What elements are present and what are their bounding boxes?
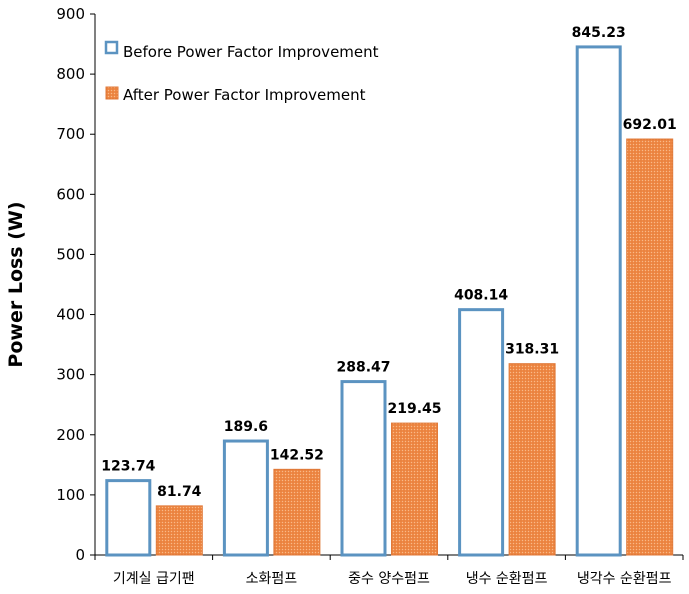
data-label-after: 219.45: [387, 401, 441, 417]
bar-before: [575, 45, 622, 557]
data-label-after: 318.31: [505, 342, 559, 358]
y-tick-label: 200: [56, 426, 85, 444]
y-tick-label: 800: [56, 65, 85, 83]
legend-label-before: Before Power Factor Improvement: [123, 43, 379, 61]
category-label: 기계실 급기팬: [113, 571, 195, 587]
data-label-after: 692.01: [623, 117, 677, 133]
data-label-after: 142.52: [270, 447, 324, 463]
data-label-after: 81.74: [157, 484, 202, 500]
data-label-before: 845.23: [572, 25, 626, 41]
category-label: 중수 양수펌프: [348, 571, 430, 587]
y-tick-label: 700: [56, 125, 85, 143]
bar-before: [222, 439, 269, 557]
y-tick-label: 500: [56, 245, 85, 263]
data-label-before: 123.74: [101, 459, 155, 475]
bar-before: [458, 308, 505, 557]
bar-after: [626, 138, 674, 556]
bar-after: [155, 505, 203, 556]
y-tick-label: 300: [56, 366, 85, 384]
bar-before: [340, 380, 387, 557]
category-label: 소화펌프: [246, 571, 298, 587]
legend: Before Power Factor Improvement After Pow…: [104, 40, 379, 104]
y-axis-label: Power Loss (W): [5, 201, 27, 367]
y-tick-label: 900: [56, 5, 85, 23]
y-tick-label: 600: [56, 185, 85, 203]
bar-after: [273, 468, 321, 556]
data-label-before: 408.14: [454, 288, 508, 304]
data-label-before: 189.6: [224, 419, 268, 435]
category-label: 냉각수 순환펌프: [577, 571, 672, 587]
bar-before: [105, 479, 152, 557]
axes: 0 100 200 300 400 500 600 700 800 900 기계실 급기팬 소화펌프 중…: [5, 5, 684, 587]
y-tick-label: 0: [75, 546, 85, 564]
y-tick-label: 400: [56, 306, 85, 324]
bar-after: [391, 422, 438, 556]
legend-label-after: After Power Factor Improvement: [123, 86, 366, 104]
data-label-before: 288.47: [336, 360, 390, 376]
legend-swatch-after: [105, 86, 119, 100]
y-tick-label: 100: [56, 486, 85, 504]
bar-after: [508, 363, 556, 556]
category-label: 냉수 순환펌프: [466, 571, 548, 587]
legend-swatch-before: [104, 40, 119, 55]
bars: [105, 45, 674, 557]
